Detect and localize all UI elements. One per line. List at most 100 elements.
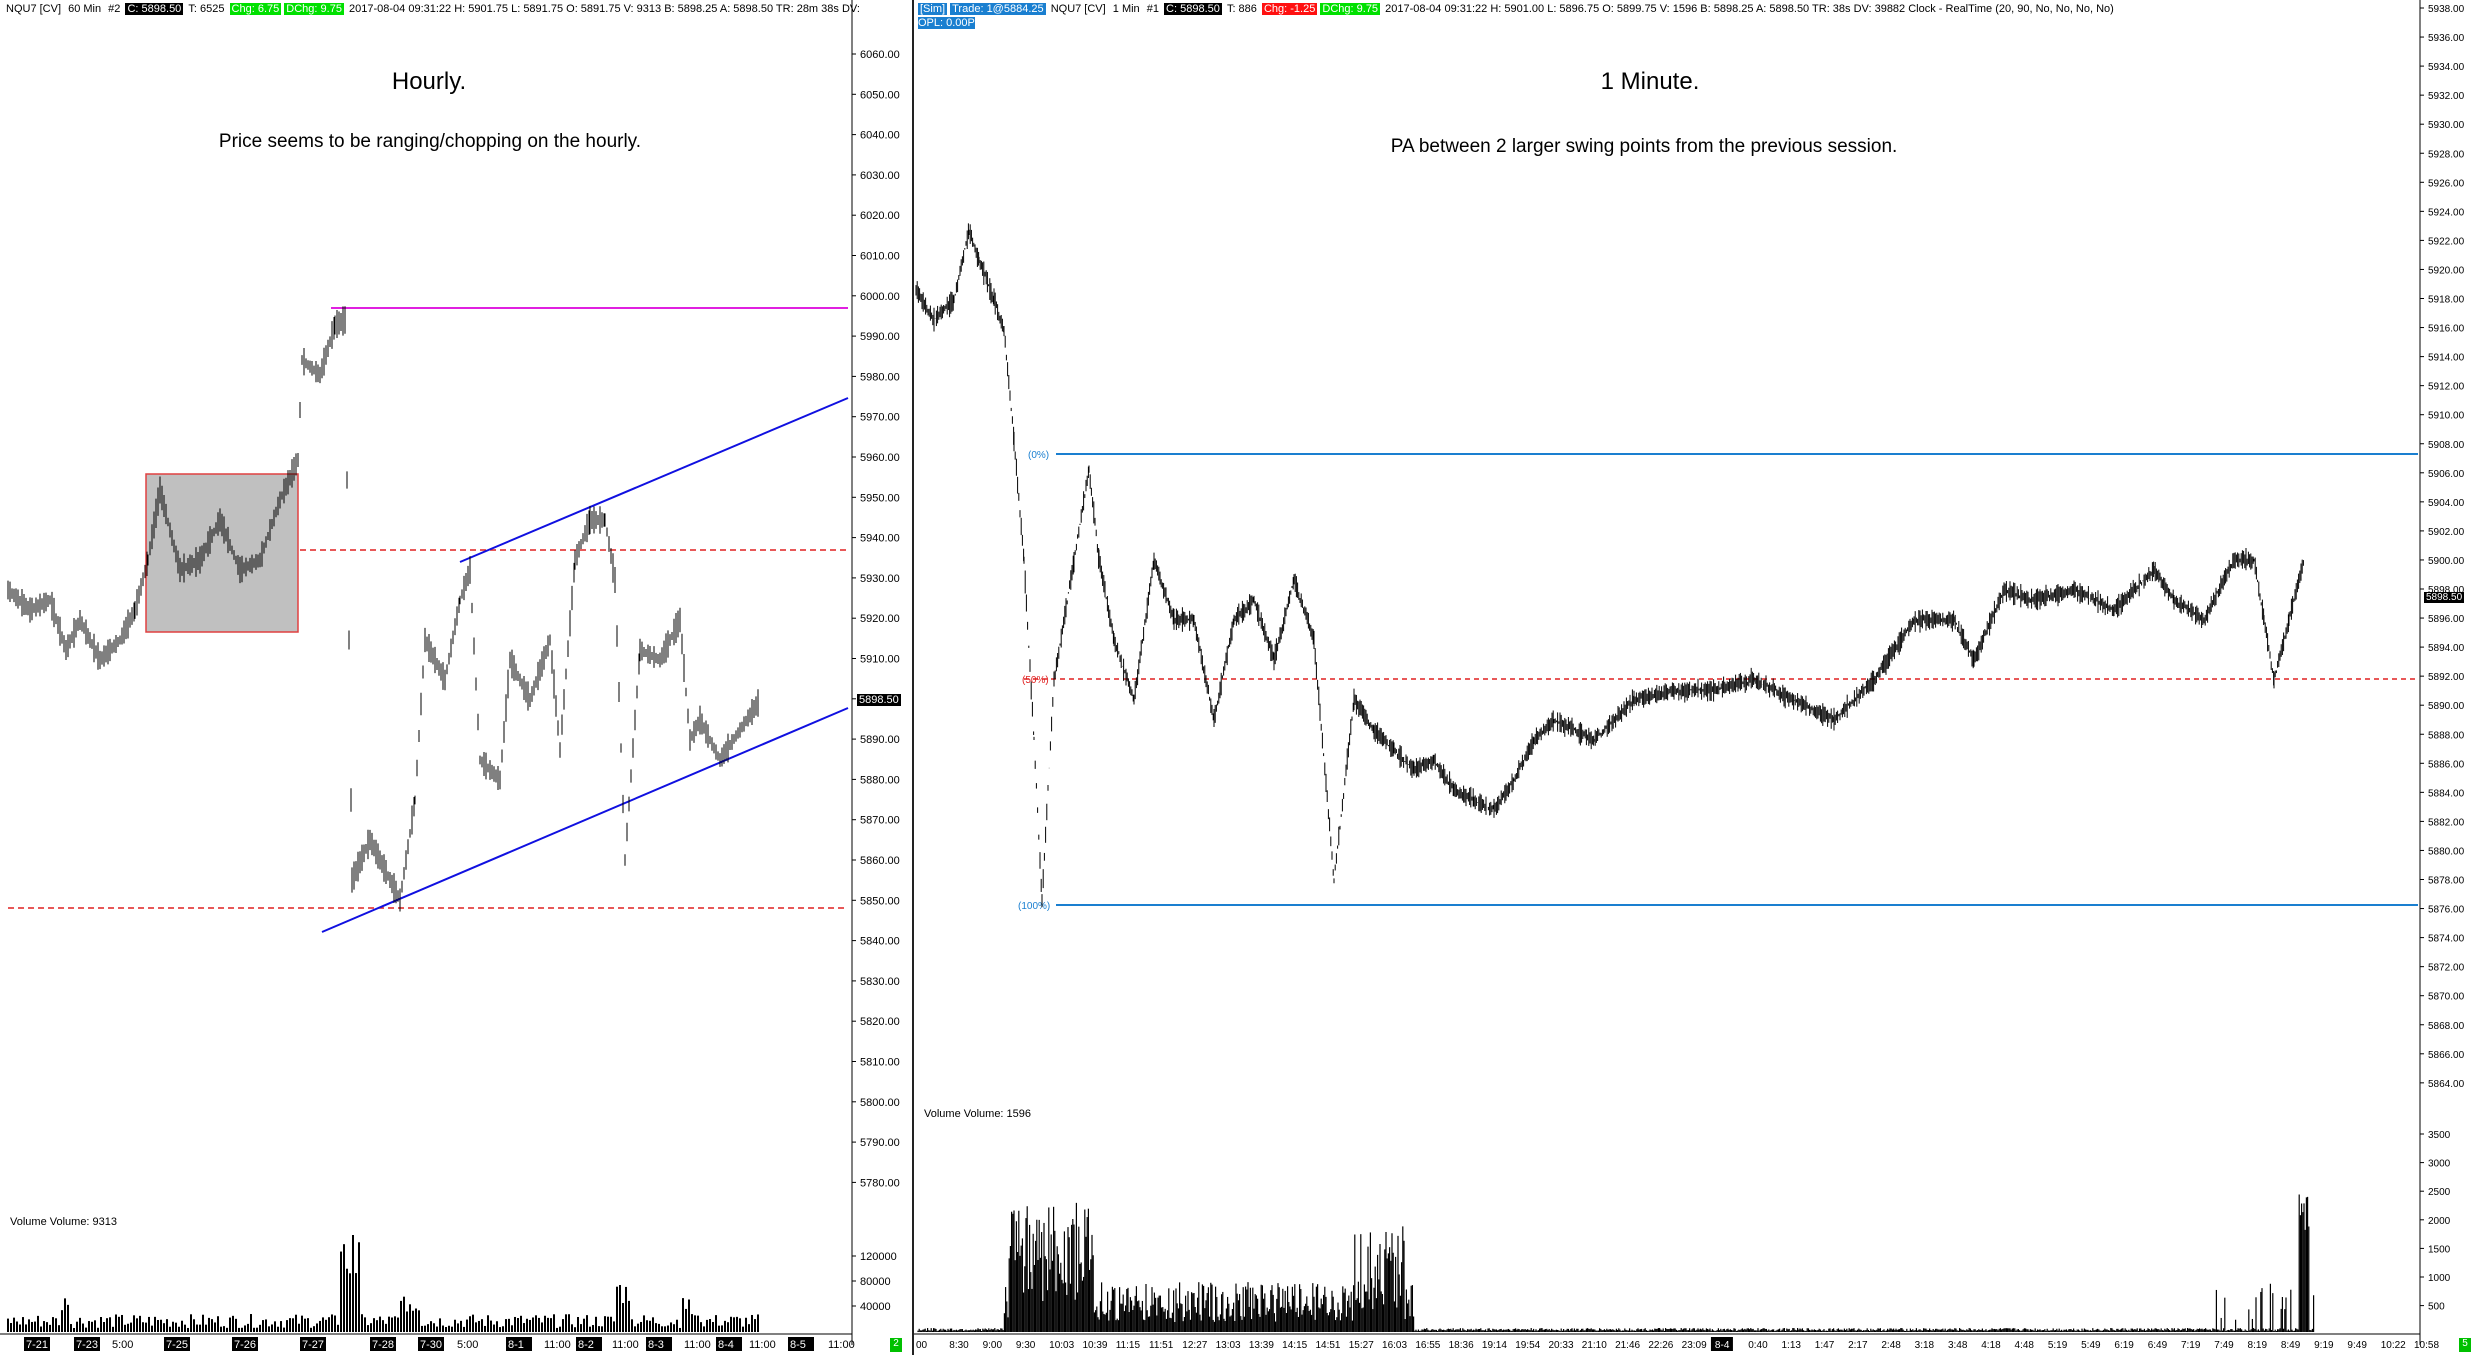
time-tick-label: 8-2 — [578, 1339, 594, 1351]
price-tick-label: 5860.00 — [860, 855, 900, 867]
price-tick-label: 5896.00 — [2428, 614, 2465, 625]
price-tick-label: 5880.00 — [2428, 846, 2465, 857]
price-tick-label: 5908.00 — [2428, 440, 2465, 451]
account-badge: [Sim] — [918, 3, 948, 15]
time-tick-label: 11:00 — [612, 1339, 639, 1351]
volume-tick-label: 120000 — [860, 1251, 897, 1263]
interval-label: 60 Min — [68, 3, 102, 15]
time-tick-label: 3:48 — [1948, 1340, 1968, 1351]
time-tick-label: 9:49 — [2347, 1340, 2367, 1351]
time-date-marker — [300, 1337, 326, 1351]
price-tick-label: 6060.00 — [860, 49, 900, 61]
symbol-label: NQU7 [CV] — [1050, 3, 1106, 15]
price-tick-label: 5922.00 — [2428, 236, 2465, 247]
time-tick-label: 13:03 — [1216, 1340, 1241, 1351]
time-tick-label: 5:49 — [2081, 1340, 2101, 1351]
bar-info: 2017-08-04 09:31:22 H: 5901.00 L: 5896.7… — [1385, 3, 2114, 15]
hourly-price-plot[interactable]: 6060.00 6050.00 6040.00 6030.00 6020.00 6010.… — [0, 0, 912, 1355]
price-tick-label: 5980.00 — [860, 371, 900, 383]
time-tick-label: 16:55 — [1415, 1340, 1440, 1351]
price-tick-label: 5906.00 — [2428, 469, 2465, 480]
price-tick-label: 5920.00 — [2428, 265, 2465, 276]
time-tick-label: 8-1 — [508, 1339, 524, 1351]
time-date-marker — [370, 1337, 396, 1351]
time-date-marker — [164, 1337, 190, 1351]
price-tick-label: 5920.00 — [860, 613, 900, 625]
price-tick-label: 5916.00 — [2428, 324, 2465, 335]
price-tick-label: 5918.00 — [2428, 295, 2465, 306]
time-tick-label: 10:39 — [1082, 1340, 1107, 1351]
price-tick-label: 5910.00 — [2428, 411, 2465, 422]
minute-note: PA between 2 larger swing points from th… — [1390, 136, 1898, 157]
consolidation-box — [145, 473, 299, 633]
price-tick-label: 6040.00 — [860, 130, 900, 142]
hourly-volume-label: Volume Volume: 9313 — [10, 1216, 118, 1228]
time-tick-label: 19:54 — [1515, 1340, 1540, 1351]
time-tick-label: 00 — [916, 1340, 928, 1351]
bar-info: 2017-08-04 09:31:22 H: 5901.75 L: 5891.7… — [349, 3, 860, 15]
channel-upper-line — [459, 397, 849, 563]
time-tick-label: 10:03 — [1049, 1340, 1074, 1351]
time-tick-label: 14:51 — [1315, 1340, 1340, 1351]
time-tick-label: 11:51 — [1149, 1340, 1174, 1351]
price-tick-label: 5904.00 — [2428, 498, 2465, 509]
chg-badge: Chg: 6.75 — [229, 3, 282, 15]
minute-chart-pane[interactable]: [Sim] Trade: 1@5884.25 NQU7 [CV] 1 Min #… — [914, 0, 2471, 1355]
time-tick-label: 23:09 — [1682, 1340, 1707, 1351]
price-tick-label: 5938.00 — [2428, 4, 2465, 15]
price-tick-label: 5880.00 — [860, 774, 900, 786]
time-date-marker — [716, 1337, 742, 1351]
volume-tick-label: 2500 — [2428, 1187, 2451, 1198]
price-tick-label: 5894.00 — [2428, 643, 2465, 654]
price-tick-label: 5800.00 — [860, 1097, 900, 1109]
time-tick-label: 11:00 — [544, 1339, 571, 1351]
chg-badge: Chg: -1.25 — [1261, 3, 1318, 15]
close-badge: C: 5898.50 — [1164, 3, 1222, 15]
time-tick-label: 1:47 — [1815, 1340, 1835, 1351]
price-tick-label: 5850.00 — [860, 895, 900, 907]
price-tick-label: 5864.00 — [2428, 1079, 2465, 1090]
minute-chart-header: [Sim] Trade: 1@5884.25 NQU7 [CV] 1 Min #… — [914, 0, 2116, 18]
time-tick-label: 7-30 — [420, 1339, 442, 1351]
price-tick-label: 5990.00 — [860, 331, 900, 343]
dchg-badge: DChg: 9.75 — [284, 3, 344, 15]
time-tick-label: 16:03 — [1382, 1340, 1407, 1351]
volume-tick-label: 3500 — [2428, 1130, 2451, 1141]
minute-volume-label: Volume Volume: 1596 — [924, 1108, 1032, 1120]
time-tick-label: 7-25 — [166, 1339, 188, 1351]
hourly-corner-badge: 2 — [890, 1338, 902, 1352]
minute-price-plot[interactable]: 5938.00 5936.00 5934.00 5932.00 5930.00 5928.… — [914, 0, 2471, 1355]
price-tick-label: 5870.00 — [2428, 992, 2465, 1003]
time-date-marker — [24, 1337, 50, 1351]
price-tick-label: 5780.00 — [860, 1177, 900, 1189]
hourly-title: Hourly. — [391, 68, 467, 95]
time-tick-label: 19:14 — [1482, 1340, 1507, 1351]
volume-tick-label: 2000 — [2428, 1216, 2451, 1227]
time-tick-label: 11:00 — [749, 1339, 776, 1351]
time-tick-label: 5:00 — [112, 1339, 133, 1351]
price-tick-label: 5876.00 — [2428, 905, 2465, 916]
volume-tick-label: 80000 — [860, 1276, 891, 1288]
time-tick-label: 8-4 — [1715, 1340, 1730, 1351]
time-tick-label: 7:19 — [2181, 1340, 2201, 1351]
time-tick-label: 11:15 — [1116, 1340, 1141, 1351]
time-tick-label: 11:00 — [828, 1339, 855, 1351]
price-tick-label: 5930.00 — [860, 573, 900, 585]
time-tick-label: 8-3 — [648, 1339, 664, 1351]
price-tick-label: 5900.00 — [2428, 556, 2465, 567]
time-tick-label: 4:48 — [2015, 1340, 2035, 1351]
price-tick-label: 5870.00 — [860, 815, 900, 827]
time-tick-label: 14:15 — [1282, 1340, 1307, 1351]
time-tick-label: 7-23 — [76, 1339, 98, 1351]
time-tick-label: 7:49 — [2214, 1340, 2234, 1351]
price-tick-label: 5790.00 — [860, 1137, 900, 1149]
price-tick-label: 5878.00 — [2428, 876, 2465, 887]
hourly-chart-pane[interactable]: NQU7 [CV] 60 Min #2 C: 5898.50 T: 6525 C… — [0, 0, 914, 1355]
price-tick-label: 5830.00 — [860, 976, 900, 988]
time-tick-label: 11:00 — [684, 1339, 711, 1351]
price-tick-label: 6000.00 — [860, 291, 900, 303]
volume-tick-label: 1000 — [2428, 1273, 2451, 1284]
price-tick-label: 6020.00 — [860, 210, 900, 222]
ticks-label: T: 886 — [1226, 3, 1257, 15]
time-date-marker — [646, 1337, 672, 1351]
